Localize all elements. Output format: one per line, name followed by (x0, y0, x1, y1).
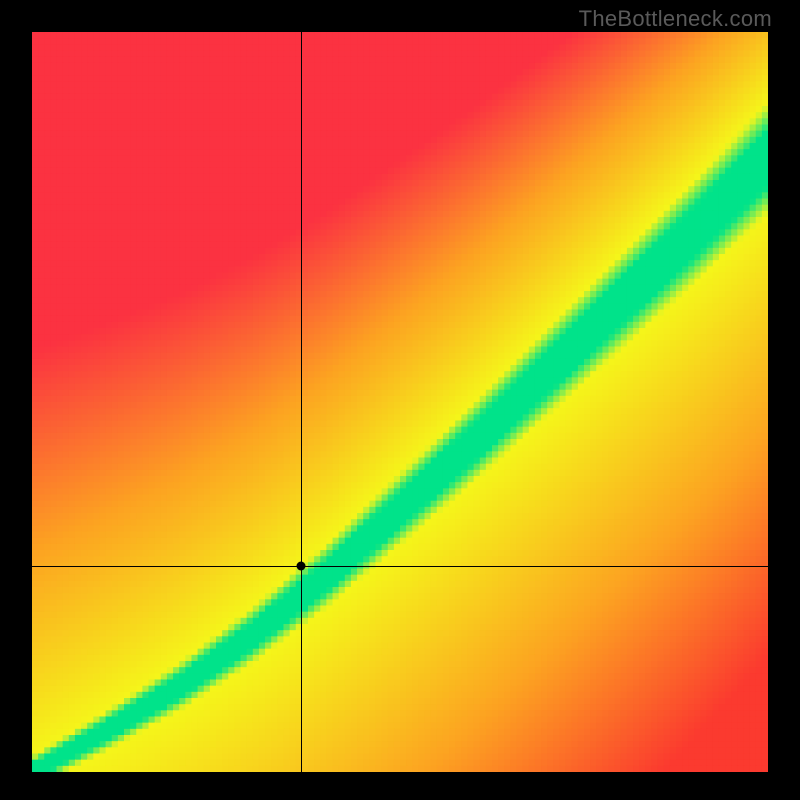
chart-container: TheBottleneck.com (0, 0, 800, 800)
plot-area (32, 32, 768, 772)
heatmap-canvas (32, 32, 768, 772)
watermark-text: TheBottleneck.com (579, 6, 772, 32)
data-point-marker (296, 562, 305, 571)
crosshair-horizontal (32, 566, 768, 567)
crosshair-vertical (301, 32, 302, 772)
